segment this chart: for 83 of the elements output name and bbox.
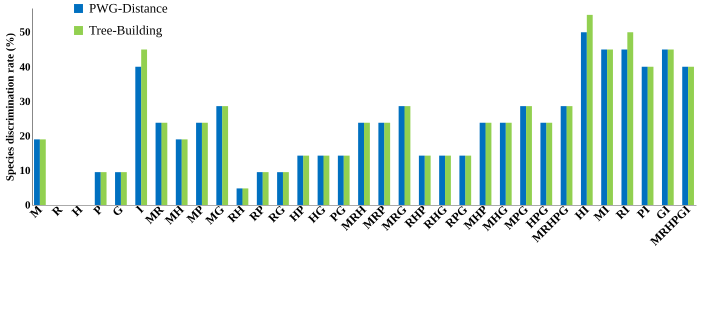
bar [176,139,182,205]
bar [627,32,634,205]
bar [236,188,242,205]
bar [418,156,425,205]
bar [642,66,648,205]
bar [318,156,324,205]
bar [34,139,40,205]
bar [115,172,121,205]
bar [378,122,384,205]
bar [222,106,228,205]
bar [358,122,364,205]
bar [161,122,168,205]
bar [540,122,546,205]
y-tick-label: 10 [20,164,31,177]
x-tick-label: PI [634,202,653,221]
bar [439,156,446,205]
y-tick-label: 30 [20,96,31,108]
bar [297,156,304,205]
bar [182,139,188,205]
bar [526,106,532,205]
x-tick-label: H [68,202,86,220]
bar [500,122,506,205]
x-tick-label: RI [612,202,633,222]
bar [459,156,466,205]
bar [486,122,492,205]
bar [303,156,310,205]
bar [668,49,674,205]
bar [196,122,202,205]
bar [40,139,46,205]
bar [135,66,142,205]
bar [480,122,486,205]
bar [120,172,127,205]
bar [688,66,694,205]
bar [344,156,350,205]
x-tick-label: G [109,202,126,220]
bar [262,172,269,205]
bar [520,106,526,205]
bar [141,49,148,205]
y-tick-label: 40 [20,61,31,74]
bar [323,156,330,205]
bar [546,122,552,205]
bar [607,49,613,205]
x-tick-label: RG [265,202,288,226]
y-tick-label: 20 [20,130,31,142]
bar [256,172,263,205]
x-tick-label: RH [224,202,248,226]
bar [682,66,688,205]
bar [506,122,512,205]
bar [398,106,405,205]
bar [586,14,593,205]
bar [648,66,654,205]
bar [601,49,608,205]
bar [216,106,222,205]
x-tick-label: HI [572,202,592,222]
y-tick-label: 0 [25,200,31,212]
bar [566,106,572,205]
bar [94,172,101,205]
x-tick-label: RP [246,202,268,224]
bar [242,188,248,205]
bar [662,49,668,205]
bar [560,106,567,205]
x-tick-label: MI [590,202,612,224]
bar [338,156,344,205]
bar [465,156,472,205]
y-tick-label: 50 [20,26,31,39]
x-tick-label: R [49,202,66,219]
bar [282,172,289,205]
bar [621,49,628,205]
x-tick-label: P [90,202,106,218]
bar [202,122,208,205]
bar [100,172,107,205]
bar [580,32,587,205]
bar [404,106,410,205]
bar [384,122,390,205]
x-tick-label: I [132,202,146,216]
y-axis-title: Species discrimination rate (%) [4,32,16,182]
bar [156,122,162,205]
legend-label: PWG-Distance [89,0,168,16]
bar [445,156,451,205]
bar [424,156,431,205]
bar [277,172,283,205]
bar [364,122,370,205]
legend-label: Tree-Building [89,22,163,38]
